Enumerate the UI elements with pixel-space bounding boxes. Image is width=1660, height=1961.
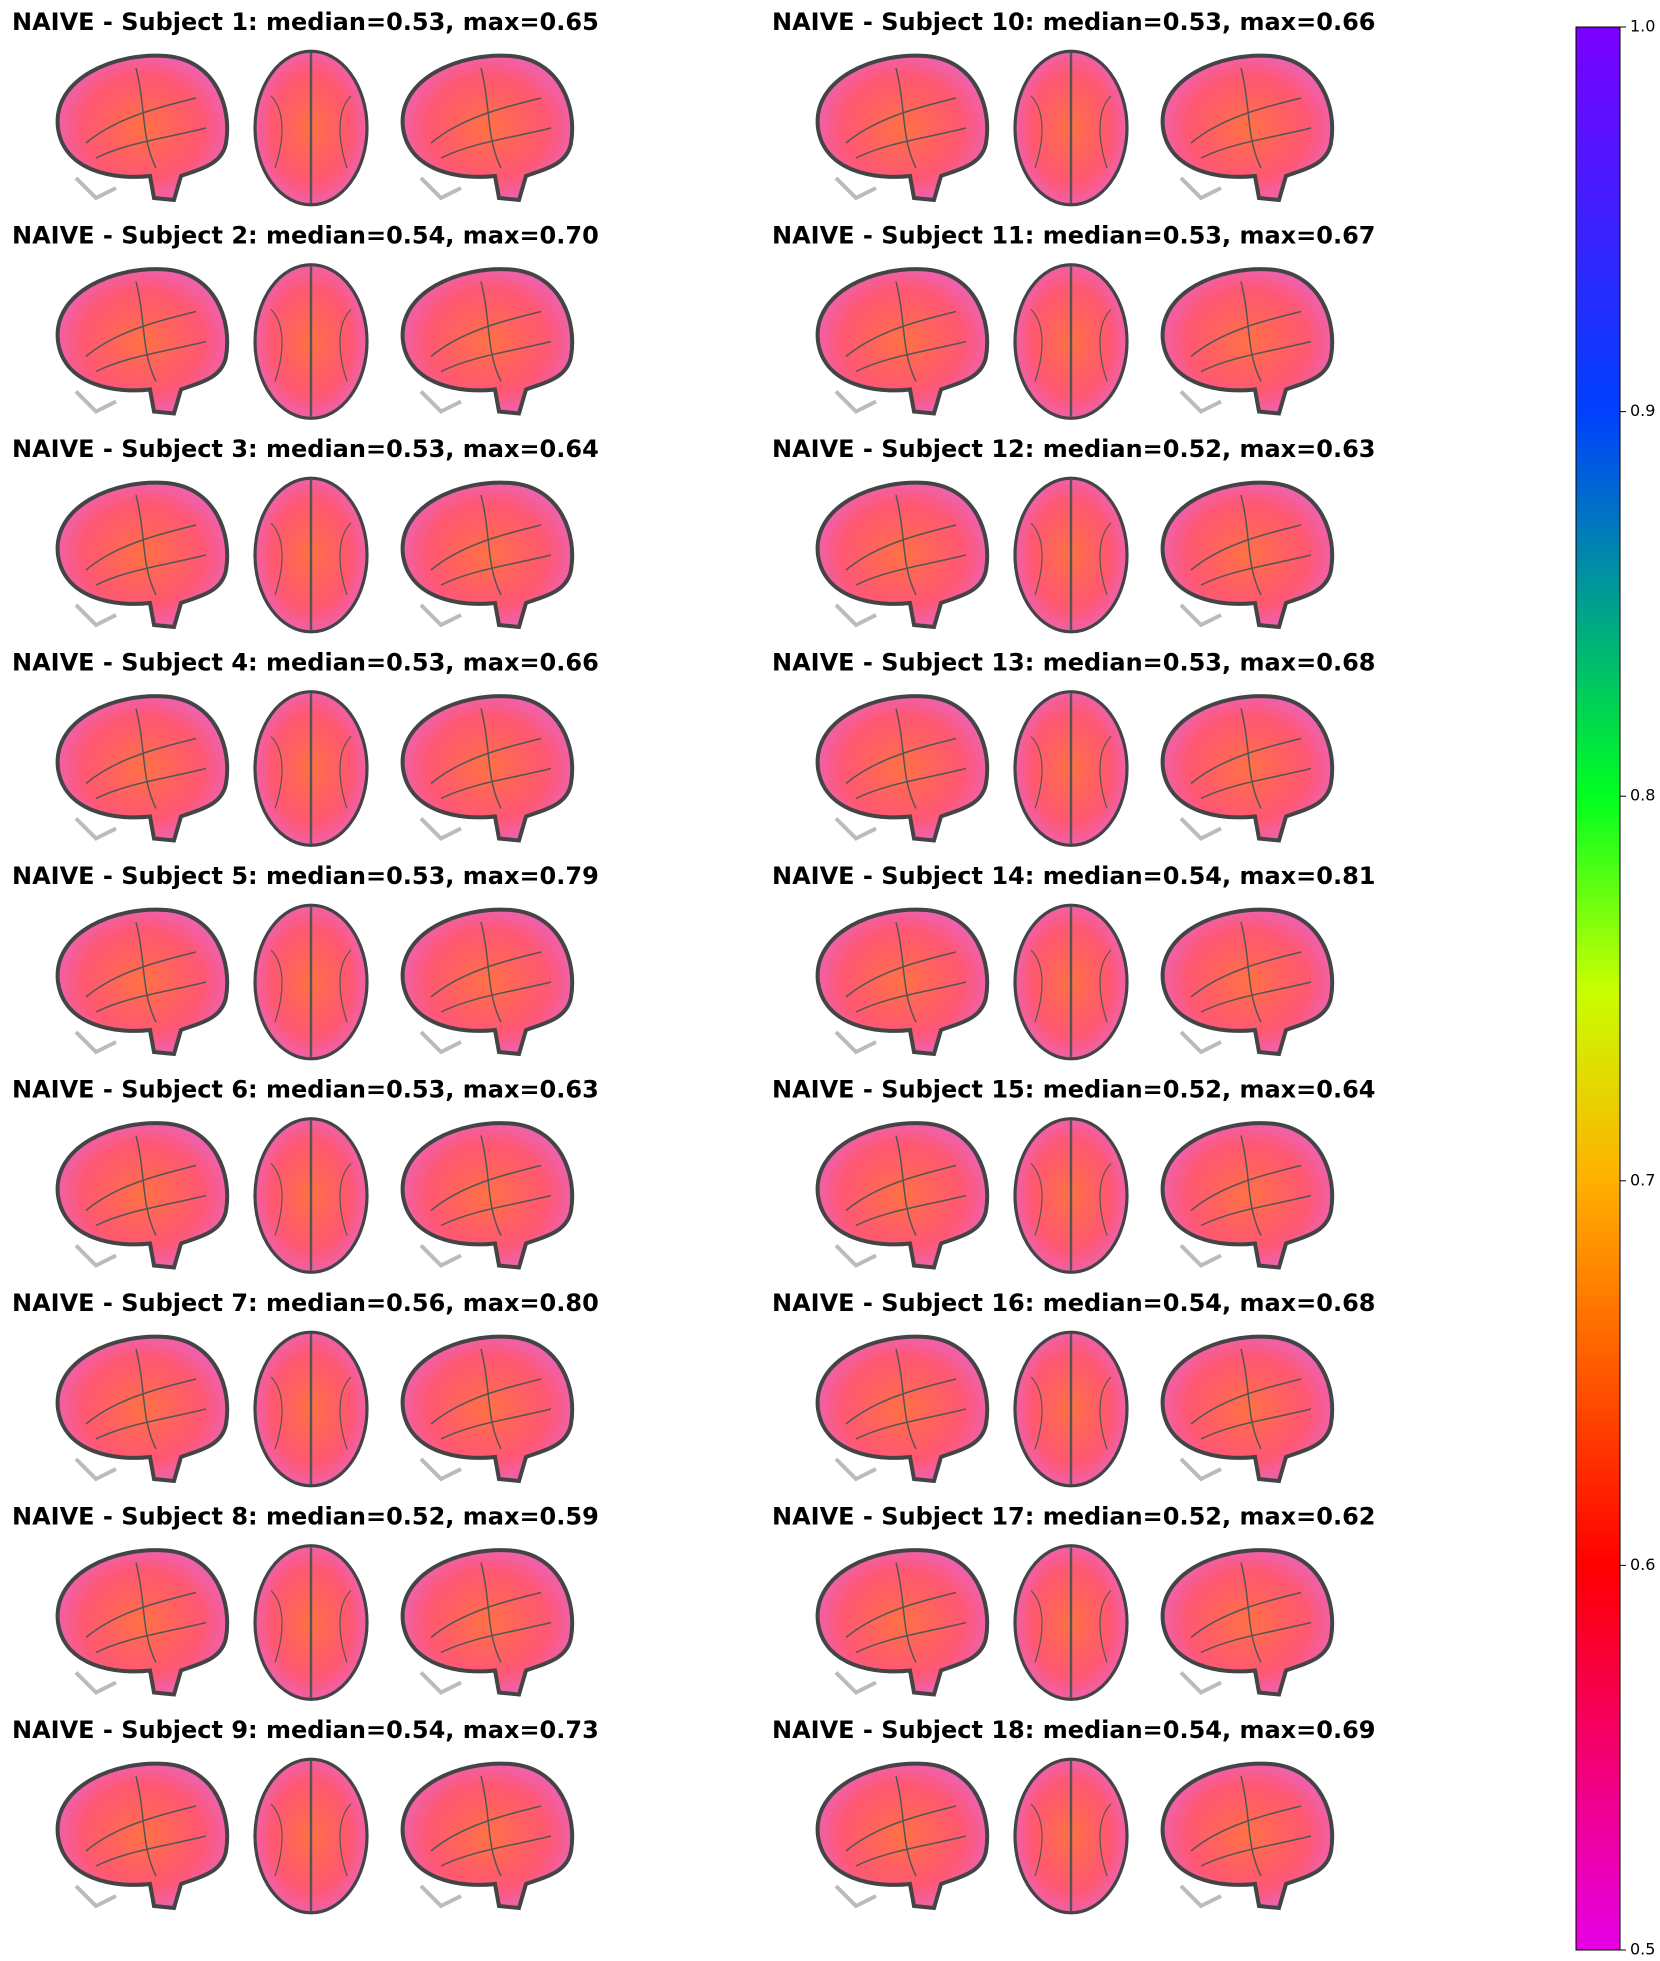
panel-title: NAIVE - Subject 17: median=0.52, max=0.6… [772, 1503, 1375, 1531]
colorbar-tick-label: 0.7 [1630, 1170, 1655, 1189]
brain-view [815, 1761, 990, 1910]
panel-title: NAIVE - Subject 4: median=0.53, max=0.66 [12, 649, 599, 677]
brain-view [815, 1548, 990, 1697]
brain-view [1160, 1761, 1335, 1910]
panel: NAIVE - Subject 12: median=0.52, max=0.6… [772, 435, 1375, 634]
brain-view [400, 480, 575, 629]
brain-view [815, 1334, 990, 1483]
panel-title: NAIVE - Subject 13: median=0.53, max=0.6… [772, 649, 1375, 677]
colorbar-tick-label: 0.5 [1630, 1940, 1655, 1959]
brain-view [253, 1116, 369, 1275]
panel-title: NAIVE - Subject 2: median=0.54, max=0.70 [12, 222, 599, 250]
brain-view [400, 907, 575, 1056]
brain-view [400, 694, 575, 843]
brain-view [55, 907, 230, 1056]
brain-view [400, 1761, 575, 1910]
brain-view [1013, 689, 1129, 848]
brain-view [1160, 1548, 1335, 1697]
brain-view [400, 267, 575, 416]
panel: NAIVE - Subject 13: median=0.53, max=0.6… [772, 649, 1375, 848]
panel: NAIVE - Subject 3: median=0.53, max=0.64 [12, 435, 599, 634]
brain-view [55, 1334, 230, 1483]
panel: NAIVE - Subject 2: median=0.54, max=0.70 [12, 222, 599, 421]
brain-view [55, 53, 230, 202]
brain-view [1013, 1116, 1129, 1275]
brain-view [55, 1121, 230, 1270]
brain-view [815, 907, 990, 1056]
colorbar-tick-label: 0.6 [1630, 1555, 1655, 1574]
brain-view [1013, 903, 1129, 1061]
brain-view [1160, 907, 1335, 1056]
panel-title: NAIVE - Subject 11: median=0.53, max=0.6… [772, 222, 1375, 250]
brain-view [253, 1757, 369, 1915]
brain-view [253, 262, 369, 421]
brain-view [253, 903, 369, 1061]
brain-view [1160, 694, 1335, 843]
colorbar-tick-label: 1.0 [1630, 17, 1655, 36]
brain-view [815, 1121, 990, 1270]
brain-view [253, 476, 369, 634]
panel-title: NAIVE - Subject 5: median=0.53, max=0.79 [12, 862, 599, 890]
panel-title: NAIVE - Subject 12: median=0.52, max=0.6… [772, 435, 1375, 463]
brain-view [815, 267, 990, 416]
panel-title: NAIVE - Subject 6: median=0.53, max=0.63 [12, 1076, 599, 1104]
brain-view [253, 689, 369, 848]
panel: NAIVE - Subject 10: median=0.53, max=0.6… [772, 8, 1375, 207]
brain-view [55, 1761, 230, 1910]
colorbar-tick-label: 0.8 [1630, 786, 1655, 805]
panel-title: NAIVE - Subject 9: median=0.54, max=0.73 [12, 1716, 599, 1744]
brain-view [400, 1334, 575, 1483]
brain-view [400, 53, 575, 202]
brain-view [815, 694, 990, 843]
panel: NAIVE - Subject 14: median=0.54, max=0.8… [772, 862, 1375, 1061]
panel-title: NAIVE - Subject 8: median=0.52, max=0.59 [12, 1503, 599, 1531]
brain-view [1013, 1543, 1129, 1702]
brain-view [1013, 1757, 1129, 1915]
panel: NAIVE - Subject 7: median=0.56, max=0.80 [12, 1289, 599, 1488]
panel: NAIVE - Subject 5: median=0.53, max=0.79 [12, 862, 599, 1061]
brain-view [55, 267, 230, 416]
panel: NAIVE - Subject 1: median=0.53, max=0.65 [12, 8, 599, 207]
brain-view [55, 480, 230, 629]
brain-view [1160, 267, 1335, 416]
panel-title: NAIVE - Subject 18: median=0.54, max=0.6… [772, 1716, 1375, 1744]
panel: NAIVE - Subject 18: median=0.54, max=0.6… [772, 1716, 1375, 1915]
brain-view [1013, 1330, 1129, 1488]
brain-view [1013, 49, 1129, 207]
panel-title: NAIVE - Subject 16: median=0.54, max=0.6… [772, 1289, 1375, 1317]
colorbar-gradient [1575, 26, 1621, 1951]
panel: NAIVE - Subject 11: median=0.53, max=0.6… [772, 222, 1375, 421]
panel: NAIVE - Subject 8: median=0.52, max=0.59 [12, 1503, 599, 1702]
brain-view [253, 1543, 369, 1702]
brain-view [1013, 476, 1129, 634]
brain-view [400, 1548, 575, 1697]
panel-title: NAIVE - Subject 1: median=0.53, max=0.65 [12, 8, 599, 36]
panel-title: NAIVE - Subject 3: median=0.53, max=0.64 [12, 435, 599, 463]
colorbar: 0.5 0.6 0.7 0.8 0.9 1.0 [1575, 17, 1655, 1959]
panel-title: NAIVE - Subject 14: median=0.54, max=0.8… [772, 862, 1375, 890]
panel-title: NAIVE - Subject 10: median=0.53, max=0.6… [772, 8, 1375, 36]
panel: NAIVE - Subject 16: median=0.54, max=0.6… [772, 1289, 1375, 1488]
brain-view [815, 480, 990, 629]
brain-view [1160, 1121, 1335, 1270]
brain-view [55, 694, 230, 843]
brain-view [253, 49, 369, 207]
panel: NAIVE - Subject 6: median=0.53, max=0.63 [12, 1076, 599, 1275]
brain-view [1160, 480, 1335, 629]
panel: NAIVE - Subject 15: median=0.52, max=0.6… [772, 1076, 1375, 1275]
panel: NAIVE - Subject 9: median=0.54, max=0.73 [12, 1716, 599, 1915]
brain-view [400, 1121, 575, 1270]
brain-view [1160, 1334, 1335, 1483]
panel-title: NAIVE - Subject 7: median=0.56, max=0.80 [12, 1289, 599, 1317]
panel-title: NAIVE - Subject 15: median=0.52, max=0.6… [772, 1076, 1375, 1104]
brain-view [1013, 262, 1129, 421]
colorbar-tick-label: 0.9 [1630, 401, 1655, 420]
brain-view [815, 53, 990, 202]
brain-view [253, 1330, 369, 1488]
panel: NAIVE - Subject 4: median=0.53, max=0.66 [12, 649, 599, 848]
panel: NAIVE - Subject 17: median=0.52, max=0.6… [772, 1503, 1375, 1702]
brain-view [55, 1548, 230, 1697]
brain-view [1160, 53, 1335, 202]
